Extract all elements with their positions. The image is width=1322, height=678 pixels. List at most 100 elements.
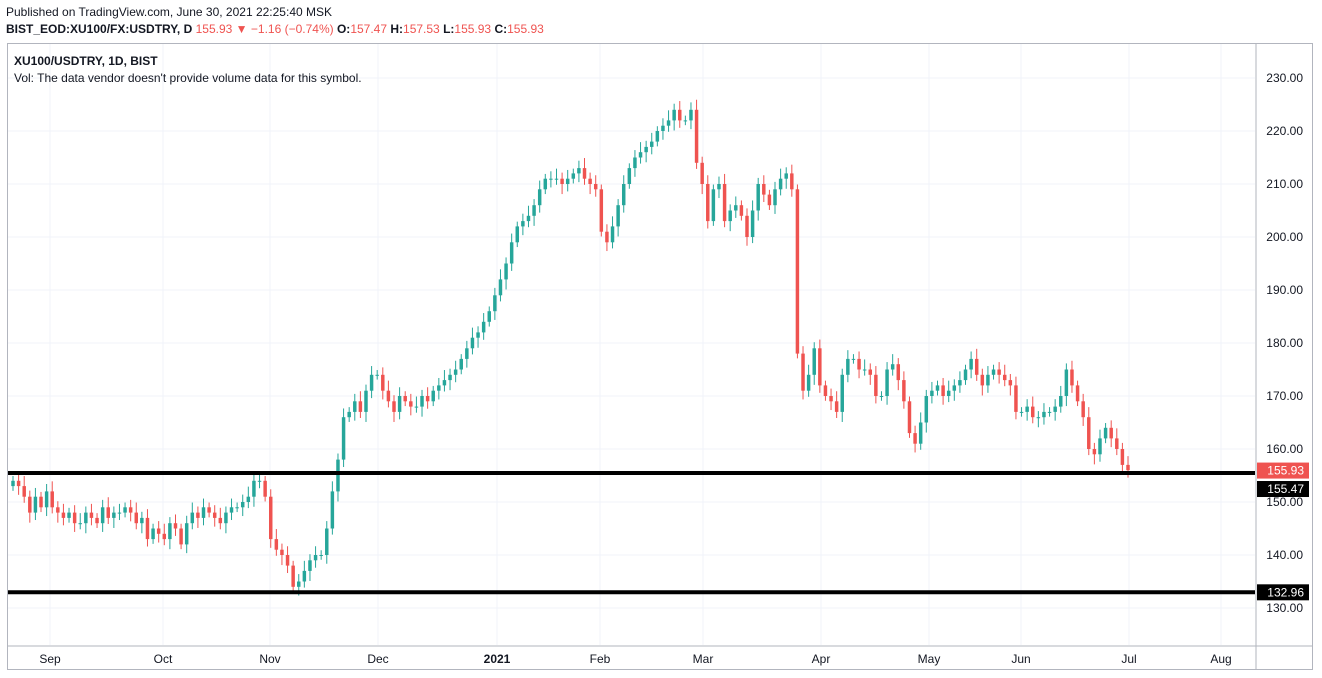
candle <box>1047 407 1052 417</box>
candle <box>61 503 66 526</box>
candle-body <box>526 215 531 222</box>
candle-body <box>369 374 374 391</box>
candle-body <box>734 205 738 211</box>
candle-body <box>1098 438 1102 455</box>
candle-body <box>599 189 604 232</box>
candle-body <box>980 374 985 386</box>
candle <box>745 208 749 246</box>
candle-body <box>565 178 570 184</box>
candle-body <box>246 496 251 502</box>
candle-body <box>689 109 693 121</box>
x-tick-label: May <box>918 652 941 666</box>
y-tick-label: 210.00 <box>1266 177 1303 191</box>
candle-body <box>722 184 727 222</box>
candle-body <box>812 348 816 375</box>
price-tag-level: 155.47 <box>1257 481 1309 498</box>
candle <box>941 377 945 405</box>
candle-body <box>650 141 654 147</box>
candle <box>117 503 122 521</box>
candle <box>313 546 318 568</box>
candle-body <box>588 178 592 184</box>
candle-body <box>672 109 676 121</box>
candle <box>778 168 783 196</box>
candle <box>784 167 788 189</box>
high-label: H: <box>390 22 404 36</box>
candle-body <box>694 109 699 163</box>
x-tick-label: Sep <box>39 652 61 666</box>
candle-body <box>341 417 346 460</box>
price-tag-label: 155.47 <box>1267 482 1304 496</box>
candle <box>924 389 929 433</box>
candle <box>22 476 26 503</box>
chart-frame <box>7 43 1313 670</box>
symbol-full[interactable]: BIST_EOD:XU100/FX:USDTRY, D <box>6 22 193 36</box>
open-label: O: <box>336 22 351 36</box>
candle <box>319 550 323 560</box>
candle <box>812 342 816 385</box>
candle <box>666 110 671 132</box>
candle-body <box>297 581 301 587</box>
candle <box>717 176 721 199</box>
candle-body <box>621 184 626 206</box>
candle <box>683 115 688 126</box>
candle-body <box>549 178 553 180</box>
candle <box>341 408 346 468</box>
y-tick-label: 140.00 <box>1266 548 1303 562</box>
candle-body <box>1059 396 1063 407</box>
candle-body <box>823 385 828 396</box>
price-axis[interactable]: 130.00 140.00 150.00 160.00 170.00 180.00 190.… <box>1266 71 1303 615</box>
candle <box>913 425 917 453</box>
candle <box>240 494 245 517</box>
candle-body <box>706 184 710 222</box>
candle-body <box>420 396 424 407</box>
candle-body <box>100 507 105 524</box>
candle-body <box>1031 406 1035 418</box>
candle <box>235 502 239 513</box>
candle <box>173 514 178 536</box>
candle <box>565 169 570 192</box>
candle-body <box>991 369 996 375</box>
candle <box>980 368 985 396</box>
time-axis[interactable]: Sep Oct Nov Dec 2021 Feb Mar Apr May Jun Jul Aug <box>39 652 1231 666</box>
candle-body <box>913 433 917 444</box>
published-note: Published on TradingView.com, June 30, 2… <box>6 5 332 19</box>
candle-body <box>767 194 772 206</box>
candle-body <box>84 512 88 524</box>
candle <box>678 101 682 128</box>
candle <box>1042 403 1046 425</box>
candle-body <box>67 512 71 518</box>
candle <box>1019 407 1024 417</box>
candle-body <box>397 396 402 412</box>
grid-lines <box>8 44 1255 645</box>
candle <box>179 523 183 550</box>
candle-body <box>509 242 514 264</box>
candle <box>879 391 884 401</box>
candle-body <box>190 512 195 524</box>
candle-body <box>1070 369 1074 386</box>
candle-body <box>1047 411 1052 413</box>
candle <box>330 481 335 535</box>
ohlc-header: BIST_EOD:XU100/FX:USDTRY, D 155.93 ▼ −1.… <box>6 22 544 36</box>
x-tick-label: Apr <box>812 652 831 666</box>
candle-body <box>1053 406 1057 412</box>
candle-body <box>39 496 43 508</box>
legend-title[interactable]: XU100/USDTRY, 1D, BIST <box>14 54 158 68</box>
candle <box>39 491 43 513</box>
candle-body <box>403 396 407 402</box>
candle <box>100 499 105 532</box>
candle <box>762 175 766 203</box>
candle-body <box>302 570 307 582</box>
low-label: L: <box>443 22 455 36</box>
x-tick-label: Oct <box>154 652 173 666</box>
candle-body <box>638 152 643 158</box>
candle <box>224 506 228 534</box>
candle <box>50 481 54 514</box>
horizontal-lines[interactable] <box>8 471 1255 595</box>
candle <box>1025 399 1029 421</box>
candle-body <box>364 390 368 412</box>
candle <box>196 506 200 528</box>
candle <box>353 393 357 421</box>
candle-body <box>44 491 49 508</box>
candle <box>493 287 497 320</box>
